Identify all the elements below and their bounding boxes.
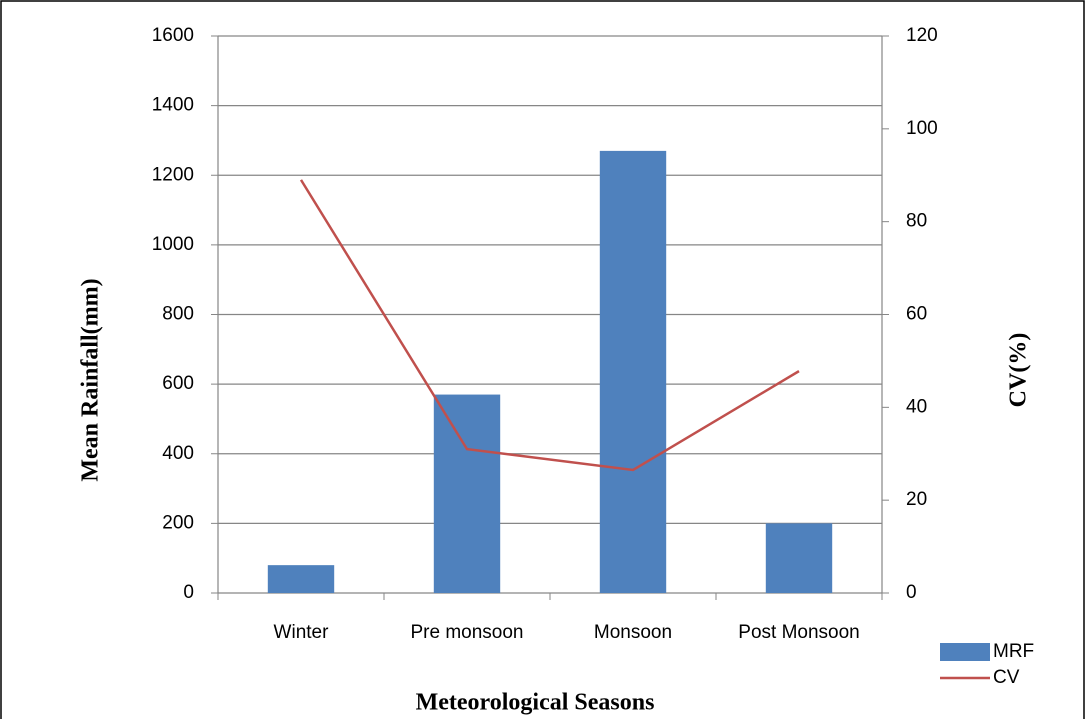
y2-tick-label: 80: [906, 211, 927, 232]
y2-tick-label: 40: [906, 396, 927, 417]
y-tick-label: 0: [183, 582, 194, 603]
y2-tick-label: 100: [906, 118, 938, 139]
legend-label: CV: [993, 667, 1020, 688]
y-tick-label: 600: [162, 373, 194, 394]
x-tick-label: Pre monsoon: [410, 622, 523, 643]
x-axis-title: Meteorological Seasons: [416, 690, 655, 716]
bar: [267, 565, 335, 593]
y2-axis-title: CV(%): [1006, 333, 1032, 408]
bar: [765, 523, 833, 593]
y2-tick-label: 0: [906, 582, 917, 603]
bar: [433, 394, 501, 593]
y-tick-label: 800: [162, 304, 194, 325]
y2-tick-label: 60: [906, 304, 927, 325]
y-tick-label: 1600: [152, 25, 194, 46]
bar: [599, 150, 667, 593]
legend-swatch: [940, 643, 990, 661]
y-tick-label: 1000: [152, 234, 194, 255]
y-axis-title: Mean Rainfall(mm): [78, 278, 104, 481]
y-tick-label: 1400: [152, 95, 194, 116]
y2-tick-label: 120: [906, 25, 938, 46]
y-tick-label: 200: [162, 512, 194, 533]
y2-tick-label: 20: [906, 489, 927, 510]
legend-label: MRF: [993, 641, 1034, 662]
x-tick-label: Monsoon: [594, 622, 672, 643]
y-tick-label: 1200: [152, 164, 194, 185]
line: [299, 179, 800, 472]
x-tick-label: Post Monsoon: [738, 622, 859, 643]
y-tick-label: 400: [162, 443, 194, 464]
x-tick-label: Winter: [274, 622, 330, 643]
